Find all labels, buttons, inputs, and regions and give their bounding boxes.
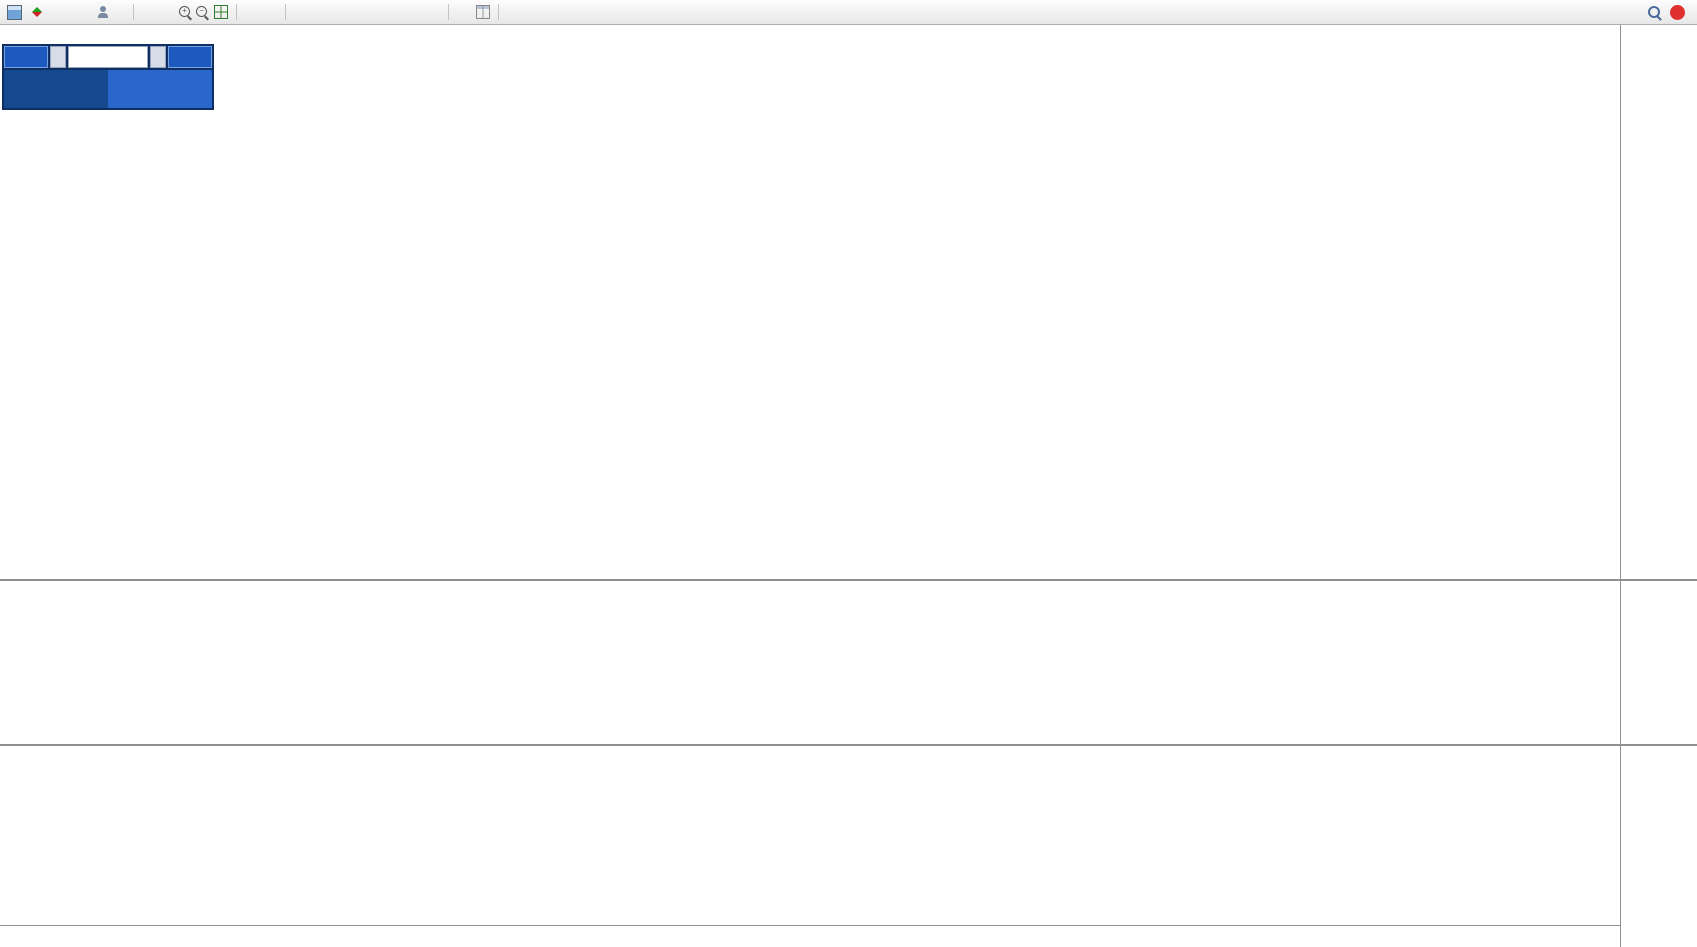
new-order-button[interactable] [27, 2, 72, 22]
toolbar-separator [133, 4, 134, 20]
zoom-out-icon[interactable]: − [195, 5, 210, 20]
panel-splitter[interactable] [0, 744, 1697, 746]
search-icon[interactable] [1647, 5, 1662, 20]
volume-increase-button[interactable] [150, 46, 166, 68]
volume-decrease-button[interactable] [50, 46, 66, 68]
market-watch-icon[interactable] [7, 4, 22, 20]
autotrading-button[interactable] [114, 2, 127, 22]
calendar-icon[interactable] [476, 5, 490, 19]
buy-button[interactable] [168, 46, 212, 68]
notification-badge[interactable] [1670, 4, 1685, 20]
zoom-in-icon[interactable]: + [178, 5, 193, 20]
toolbar-right-cluster [1647, 0, 1685, 24]
toolbar-separator [498, 4, 499, 20]
time-axis[interactable] [0, 925, 1620, 947]
one-click-trading-widget [2, 44, 214, 110]
volume-input[interactable] [68, 46, 148, 68]
buy-price[interactable] [108, 70, 212, 108]
toolbar-separator [285, 4, 286, 20]
toolbar-separator [448, 4, 449, 20]
toolbar-separator [236, 4, 237, 20]
sell-button[interactable] [4, 46, 48, 68]
sell-price[interactable] [4, 70, 108, 108]
profile-icon[interactable] [96, 5, 110, 19]
top-toolbar: + − [0, 0, 1697, 25]
new-order-icon [32, 6, 44, 18]
price-scale[interactable] [1620, 24, 1697, 947]
panel-splitter[interactable] [0, 579, 1697, 581]
mql-icon[interactable] [74, 3, 92, 21]
tile-windows-icon[interactable] [214, 5, 228, 19]
